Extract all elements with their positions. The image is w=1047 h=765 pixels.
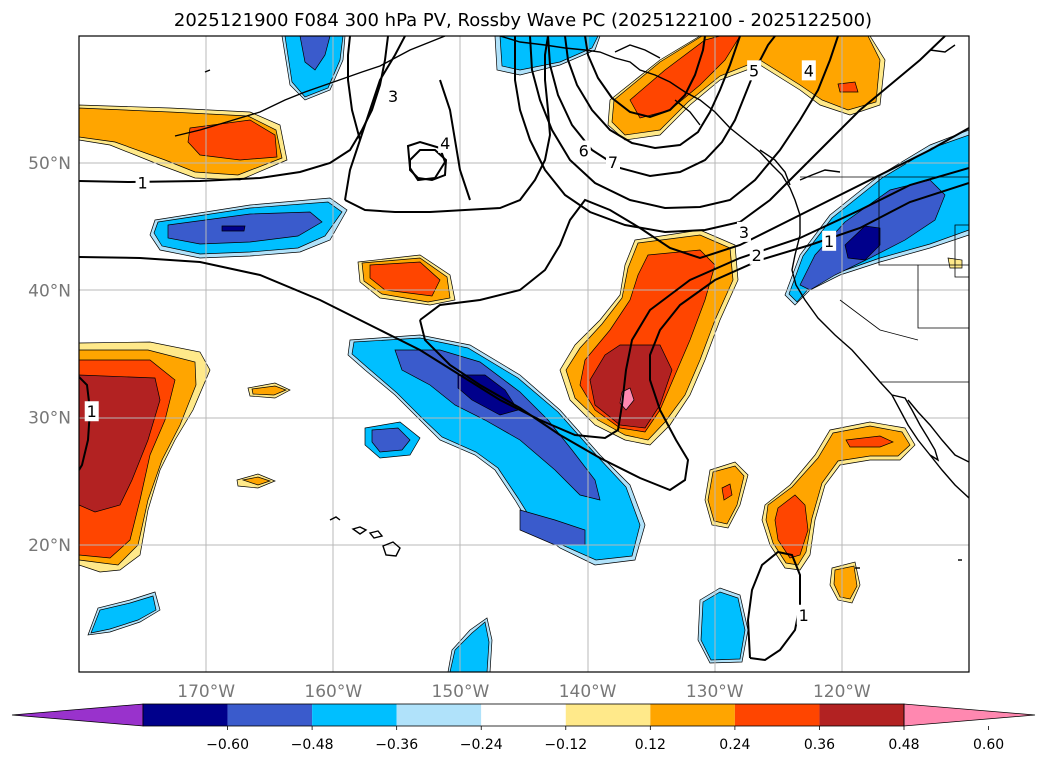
latitude-labels: 20°N 30°N 40°N 50°N: [28, 154, 71, 556]
pv-contour-label: 1: [87, 402, 97, 421]
pv-contour-label-bg: [438, 132, 453, 153]
pv-contour-label: 3: [739, 223, 749, 242]
pv-contour-label: 4: [440, 134, 450, 153]
pv-contour-label-bg: [576, 140, 591, 161]
colorbar-swatch: [565, 704, 651, 726]
anomaly-positive-west: [79, 374, 161, 513]
colorbar-tick-label: 0.60: [973, 737, 1004, 753]
pv-contour-label-bg: [796, 604, 811, 625]
pv-contour-label-bg: [386, 85, 401, 106]
anomaly-negative-south: [90, 595, 157, 634]
colorbar-tick-label: 0.36: [804, 737, 835, 753]
lat-tick-label: 40°N: [28, 281, 71, 301]
pv-contour-label-bg: [736, 221, 751, 242]
colorbar-tick-label: −0.12: [544, 737, 587, 753]
colorbar-swatch: [227, 704, 313, 726]
anomaly-positive-small: [251, 385, 287, 396]
pv-contour-label: 5: [749, 61, 759, 80]
anomaly-positive-mexico: [845, 435, 894, 448]
pv-contour-label: 2: [752, 246, 762, 265]
pv-contour-label-bg: [606, 151, 620, 172]
pv-contour-label-bg: [84, 401, 99, 422]
pv-contour-label: 1: [824, 232, 834, 251]
anomaly-positive-central: [369, 261, 441, 297]
anomaly-negative-north-pacific: [221, 225, 246, 232]
colorbar: −0.60 −0.48 −0.36 −0.24 −0.12 0.12 0.24 0.36 0.4…: [11, 703, 1036, 753]
colorbar-swatch: [819, 704, 904, 726]
colorbar-outline: [142, 703, 905, 727]
anomaly-positive-main: [589, 344, 673, 429]
pv-contour-label: 1: [137, 173, 147, 192]
pv-contour-label-bg: [822, 230, 837, 251]
pv-contour-label-bg: [749, 244, 764, 265]
anomaly-negative-south: [700, 591, 746, 661]
colorbar-swatch: [650, 704, 735, 726]
lon-tick-label: 160°W: [304, 682, 362, 702]
anomaly-positive-alaska: [629, 36, 741, 119]
pv-contour-label-bg: [135, 172, 150, 193]
anomaly-positive-alaska: [837, 81, 859, 93]
anomaly-positive-small: [241, 476, 272, 486]
pv-contour-label: 7: [608, 153, 618, 172]
pv-contour-label-bg: [801, 60, 816, 81]
lat-tick-label: 30°N: [28, 409, 71, 429]
pv-contour-label: 1: [799, 606, 809, 625]
lon-tick-label: 140°W: [559, 682, 617, 702]
colorbar-swatch: [481, 704, 566, 726]
colorbar-tick-label: −0.24: [460, 737, 503, 753]
colorbar-swatch: [312, 704, 397, 726]
anomaly-negative-main-band: [394, 349, 601, 501]
anomaly-negative-aleutian: [299, 36, 331, 71]
colorbar-tick-label: −0.60: [206, 737, 249, 753]
lon-tick-label: 120°W: [813, 682, 871, 702]
pv-contour-label-bg: [747, 60, 762, 81]
anomaly-positive-mexico: [774, 494, 809, 559]
colorbar-tick-labels: −0.60 −0.48 −0.36 −0.24 −0.12 0.12 0.24 0.36 0.4…: [206, 726, 1004, 753]
anomaly-positive-subtropical: [721, 483, 733, 501]
colorbar-tick-label: −0.36: [375, 737, 418, 753]
figure-title: 2025121900 F084 300 hPa PV, Rossby Wave …: [174, 10, 872, 31]
lat-tick-label: 20°N: [28, 536, 71, 556]
lon-tick-label: 130°W: [686, 682, 744, 702]
colorbar-tick-label: −0.48: [291, 737, 334, 753]
colorbar-tick-label: 0.48: [888, 737, 919, 753]
colorbar-extend-max: [903, 703, 1036, 727]
colorbar-extend-min: [11, 703, 144, 727]
anomaly-positive-mexico: [833, 565, 858, 600]
lon-tick-label: 150°W: [432, 682, 490, 702]
colorbar-swatches: [11, 703, 1036, 727]
anomaly-positive-top-left: [187, 119, 278, 161]
colorbar-swatch: [396, 704, 482, 726]
pv-contour-label: 3: [388, 87, 398, 106]
colorbar-tick-label: 0.12: [635, 737, 666, 753]
colorbar-tick-label: 0.24: [719, 737, 750, 753]
lat-tick-label: 50°N: [28, 154, 71, 174]
coastlines: [174, 36, 969, 569]
colorbar-swatch: [734, 704, 820, 726]
pv-contour-label: 6: [579, 141, 589, 160]
pv-contour-label: 4: [804, 61, 814, 80]
longitude-labels: 170°W 160°W 150°W 140°W 130°W 120°W: [177, 682, 871, 702]
pv-contours: [79, 36, 969, 662]
map-frame: [78, 35, 970, 673]
lon-tick-label: 170°W: [177, 682, 235, 702]
anomaly-negative-main-band: [371, 427, 411, 453]
graticule: [79, 36, 969, 672]
colorbar-swatch: [143, 704, 228, 726]
